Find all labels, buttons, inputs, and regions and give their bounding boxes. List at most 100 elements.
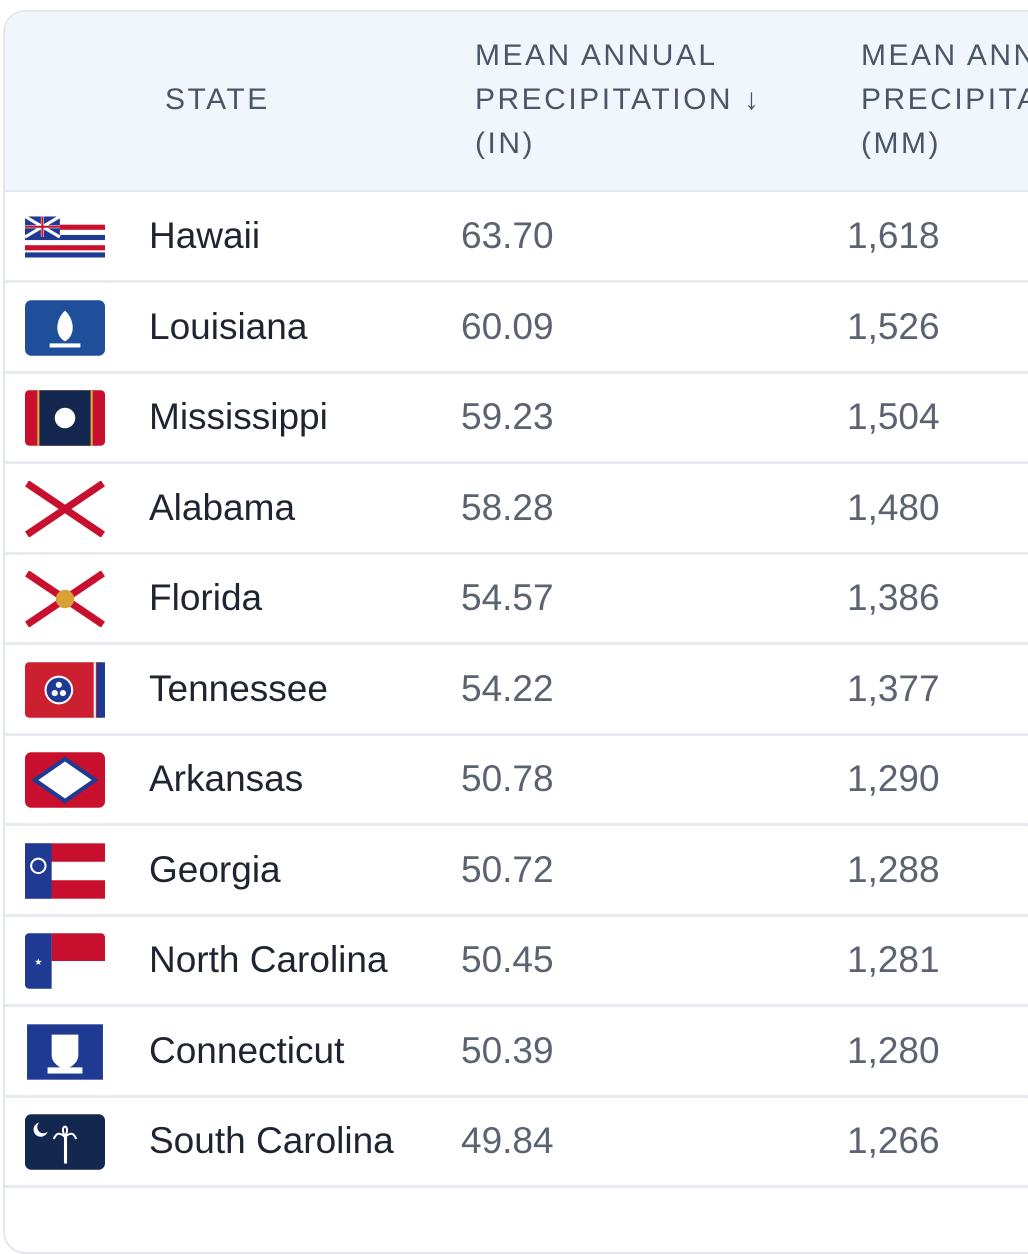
flag-shape — [93, 661, 96, 718]
state-flag: ★ — [25, 933, 105, 994]
precip-in: 60.09 — [461, 305, 554, 347]
precip-mm: 1,526 — [847, 305, 940, 347]
flag-shape — [25, 234, 105, 241]
flag-icon — [25, 390, 105, 446]
table-row: South Carolina 49.84 1,266 — [5, 1097, 1028, 1188]
table-row: Hawaii 63.70 1,618 — [5, 192, 1028, 283]
flag-shape — [25, 224, 105, 230]
precip-in: 63.70 — [461, 215, 554, 256]
column-header: MEAN ANNUAL PRECIPITATION ↓ (IN) — [475, 34, 761, 166]
precip-mm: 1,480 — [847, 486, 940, 528]
state-flag — [25, 390, 105, 451]
precip-mm: 1,377 — [847, 667, 940, 709]
precip-mm: 1,618 — [847, 215, 940, 256]
header-line: (IN) — [475, 127, 535, 160]
flag-icon — [25, 570, 105, 628]
column-header: MEAN ANNUAL PRECIPITATION (MM) — [861, 34, 1028, 166]
flag-shape — [25, 479, 105, 538]
table-header: STATE MEAN ANNUAL PRECIPITATION ↓ (IN) MEAN … — [5, 12, 1028, 192]
header-line: STATE — [165, 83, 270, 116]
flag-shape — [25, 842, 52, 899]
state-flag — [24, 209, 105, 270]
state-flag — [25, 661, 105, 723]
flag-shape — [51, 933, 105, 961]
flag-shape — [51, 689, 58, 696]
table-row: Alabama 58.28 1,480 — [5, 464, 1028, 555]
precip-in: 50.72 — [461, 848, 554, 890]
state-flag — [25, 1023, 105, 1085]
flag-shape — [96, 661, 105, 718]
state-name: South Carolina — [149, 1120, 394, 1161]
state-name: Alabama — [149, 486, 296, 528]
flag-shape — [49, 342, 81, 347]
precip-in: 50.78 — [461, 758, 554, 799]
flag-icon — [25, 299, 105, 356]
precip-in: 50.45 — [461, 939, 554, 980]
state-name: Tennessee — [149, 667, 328, 709]
state-flag — [25, 299, 105, 361]
flag-shape — [30, 857, 47, 874]
flag-icon: ★ — [25, 933, 105, 989]
flag-shape — [90, 390, 93, 446]
flag-shape — [55, 681, 62, 688]
flag-icon — [24, 215, 105, 258]
column-header: STATE — [165, 78, 270, 122]
state-name: Mississippi — [149, 396, 328, 437]
state-flag — [25, 1114, 105, 1175]
flag-shape — [47, 1066, 83, 1074]
flag-shape — [63, 1136, 68, 1164]
state-name: Louisiana — [149, 305, 308, 347]
precip-mm: 1,281 — [847, 939, 940, 980]
header-line: MEAN ANNUAL — [475, 39, 718, 72]
flag-icon — [25, 1114, 105, 1170]
precip-mm: 1,280 — [847, 1029, 940, 1071]
state-name: Connecticut — [149, 1029, 345, 1071]
precip-in: 49.84 — [461, 1120, 554, 1161]
flag-shape — [38, 761, 92, 799]
flag-shape — [25, 216, 60, 237]
table-row: Florida 54.57 1,386 — [5, 554, 1028, 645]
flag-shape — [52, 1125, 78, 1140]
flag-shape — [33, 1122, 48, 1137]
table-row: Connecticut 50.39 1,280 — [5, 1007, 1028, 1098]
table-row: Louisiana 60.09 1,526 — [5, 283, 1028, 374]
page: STATE MEAN ANNUAL PRECIPITATION ↓ (IN) MEAN … — [3, 10, 1028, 1254]
flag-icon — [25, 479, 105, 538]
table: STATE MEAN ANNUAL PRECIPITATION ↓ (IN) MEAN … — [3, 10, 1028, 1254]
flag-icon — [25, 842, 105, 899]
state-name: Arkansas — [149, 758, 304, 799]
flag-shape — [59, 689, 67, 696]
state-name: North Carolina — [149, 939, 388, 980]
precip-in: 58.28 — [461, 486, 554, 528]
table-row: Mississippi 59.23 1,504 — [5, 373, 1028, 464]
table-row: Tennessee 54.22 1,377 — [5, 645, 1028, 736]
precip-mm: 1,290 — [847, 758, 940, 799]
state-name: Georgia — [149, 848, 281, 890]
state-flag — [25, 842, 105, 904]
state-name: Florida — [149, 577, 263, 618]
precip-mm: 1,266 — [847, 1120, 940, 1161]
flag-shape — [51, 1034, 79, 1069]
precip-in: 54.57 — [461, 577, 554, 618]
header-line: PRECIPITATION ↓ — [475, 83, 762, 116]
flag-shape — [25, 245, 105, 251]
precip-mm: 1,504 — [847, 396, 940, 437]
flag-icon — [25, 752, 105, 808]
flag-shape — [55, 589, 75, 609]
table-row: ★ North Carolina 50.45 1,281 — [5, 916, 1028, 1007]
flag-shape — [37, 390, 40, 446]
flag-icon — [27, 1023, 103, 1080]
header-line: PRECIPITATION — [861, 83, 1028, 116]
state-name: Hawaii — [149, 215, 261, 256]
state-flag — [25, 752, 105, 813]
precip-in: 54.22 — [461, 667, 554, 709]
precip-mm: 1,288 — [847, 848, 940, 890]
state-flag — [25, 570, 105, 632]
table-row: Arkansas 50.78 1,290 — [5, 735, 1028, 826]
precip-in: 59.23 — [461, 396, 554, 437]
precip-mm: 1,386 — [847, 577, 940, 618]
header-line: MEAN ANNUAL — [861, 39, 1028, 72]
state-flag — [25, 479, 105, 542]
flag-shape — [57, 310, 73, 341]
flag-shape — [25, 933, 52, 989]
